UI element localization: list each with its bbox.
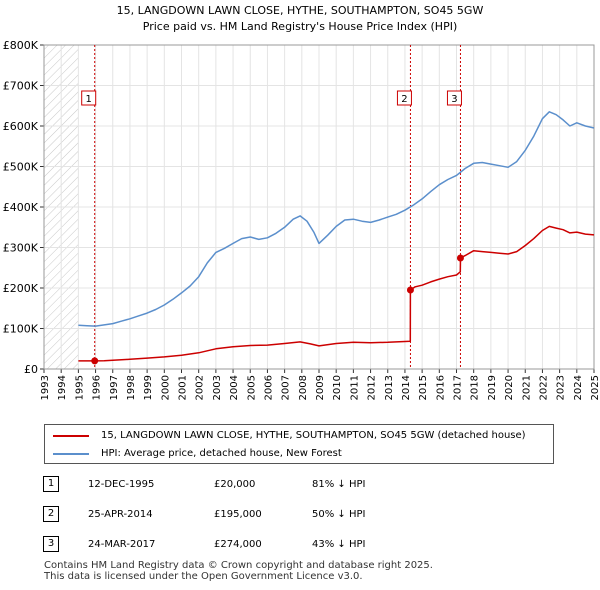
x-tick-label: 2023 [556,375,567,400]
plot-frame [43,44,595,370]
legend-item-hpi: HPI: Average price, detached house, New … [45,445,553,463]
sale-label-text: 2 [401,94,407,105]
y-tick-label: £400K [3,201,39,214]
x-tick-label: 2000 [160,375,171,400]
sale-badge: 1 [43,476,59,492]
y-tick-label: £700K [3,80,39,93]
sale-hpi-delta: 81% ↓ HPI [312,479,366,490]
x-tick-label: 2012 [367,375,378,400]
y-tick-label: £100K [3,323,39,336]
x-tick-label: 2001 [178,375,189,400]
sale-label-text: 1 [86,94,92,105]
x-tick-label: 2004 [229,375,240,400]
copyright-footer: Contains HM Land Registry data © Crown c… [44,560,433,582]
x-tick-label: 2008 [298,375,309,400]
sale-point [456,254,464,262]
sale-row-2: 2 25-APR-2014 £195,000 50% ↓ HPI [0,504,600,526]
y-tick-label: £500K [3,161,39,174]
x-tick-label: 1997 [109,375,120,400]
x-tick-label: 2011 [349,375,360,400]
x-tick-label: 2016 [435,375,446,400]
x-tick-label: 2015 [418,375,429,400]
sale-row-1: 1 12-DEC-1995 £20,000 81% ↓ HPI [0,474,600,496]
x-tick-label: 2018 [470,375,481,400]
sale-badge: 2 [43,506,59,522]
hpi-series-line [78,111,595,327]
y-tick-label: £800K [3,39,39,52]
sale-label-box [81,90,97,106]
price-chart: 15, LANGDOWN LAWN CLOSE, HYTHE, SOUTHAMP… [3,4,600,400]
x-tick-label: 1995 [74,375,85,400]
legend-item-property: 15, LANGDOWN LAWN CLOSE, HYTHE, SOUTHAMP… [45,427,553,445]
chart-title: 15, LANGDOWN LAWN CLOSE, HYTHE, SOUTHAMP… [117,4,484,17]
legend-label-property: 15, LANGDOWN LAWN CLOSE, HYTHE, SOUTHAMP… [101,430,526,441]
x-tick-label: 2021 [521,375,532,400]
x-tick-label: 1993 [40,375,51,400]
legend-swatch-hpi [53,453,89,455]
x-tick-label: 1999 [143,375,154,400]
footer-line-1: Contains HM Land Registry data © Crown c… [44,560,433,571]
chart-subtitle: Price paid vs. HM Land Registry's House … [143,20,458,33]
legend-label-hpi: HPI: Average price, detached house, New … [101,448,342,459]
sale-price: £195,000 [214,509,262,520]
x-tick-label: 2005 [246,375,257,400]
x-tick-label: 2002 [195,375,206,400]
y-tick-label: £600K [3,120,39,133]
sale-label-text: 3 [451,94,457,105]
x-tick-label: 2007 [281,375,292,400]
sale-label-box [446,90,462,106]
sale-price: £274,000 [214,539,262,550]
sale-point [91,357,99,365]
y-tick-label: £0 [24,363,38,376]
sale-hpi-delta: 50% ↓ HPI [312,509,366,520]
x-tick-label: 2013 [384,375,395,400]
x-tick-label: 2025 [590,375,600,400]
x-tick-label: 2022 [538,375,549,400]
property-series-line [78,225,595,362]
sale-date: 25-APR-2014 [88,509,153,520]
x-tick-label: 1996 [92,375,103,400]
x-tick-label: 1998 [126,375,137,400]
y-tick-label: £300K [3,242,39,255]
sale-date: 12-DEC-1995 [88,479,155,490]
x-tick-label: 2017 [453,375,464,400]
footer-line-2: This data is licensed under the Open Gov… [44,571,363,582]
sale-point [406,286,414,294]
x-tick-label: 1994 [57,375,68,400]
x-tick-label: 2019 [487,375,498,400]
x-tick-label: 2010 [332,375,343,400]
sale-price: £20,000 [214,479,256,490]
sale-badge: 3 [43,536,59,552]
x-tick-label: 2006 [263,375,274,400]
y-tick-label: £200K [3,282,39,295]
sale-date: 24-MAR-2017 [88,539,156,550]
x-tick-label: 2020 [504,375,515,400]
x-tick-label: 2003 [212,375,223,400]
sale-row-3: 3 24-MAR-2017 £274,000 43% ↓ HPI [0,534,600,556]
x-tick-label: 2024 [573,375,584,400]
chart-legend: 15, LANGDOWN LAWN CLOSE, HYTHE, SOUTHAMP… [44,424,554,464]
legend-swatch-property [53,435,89,437]
sale-hpi-delta: 43% ↓ HPI [312,539,366,550]
sale-label-box [396,90,412,106]
x-tick-label: 2014 [401,375,412,400]
x-tick-label: 2009 [315,375,326,400]
